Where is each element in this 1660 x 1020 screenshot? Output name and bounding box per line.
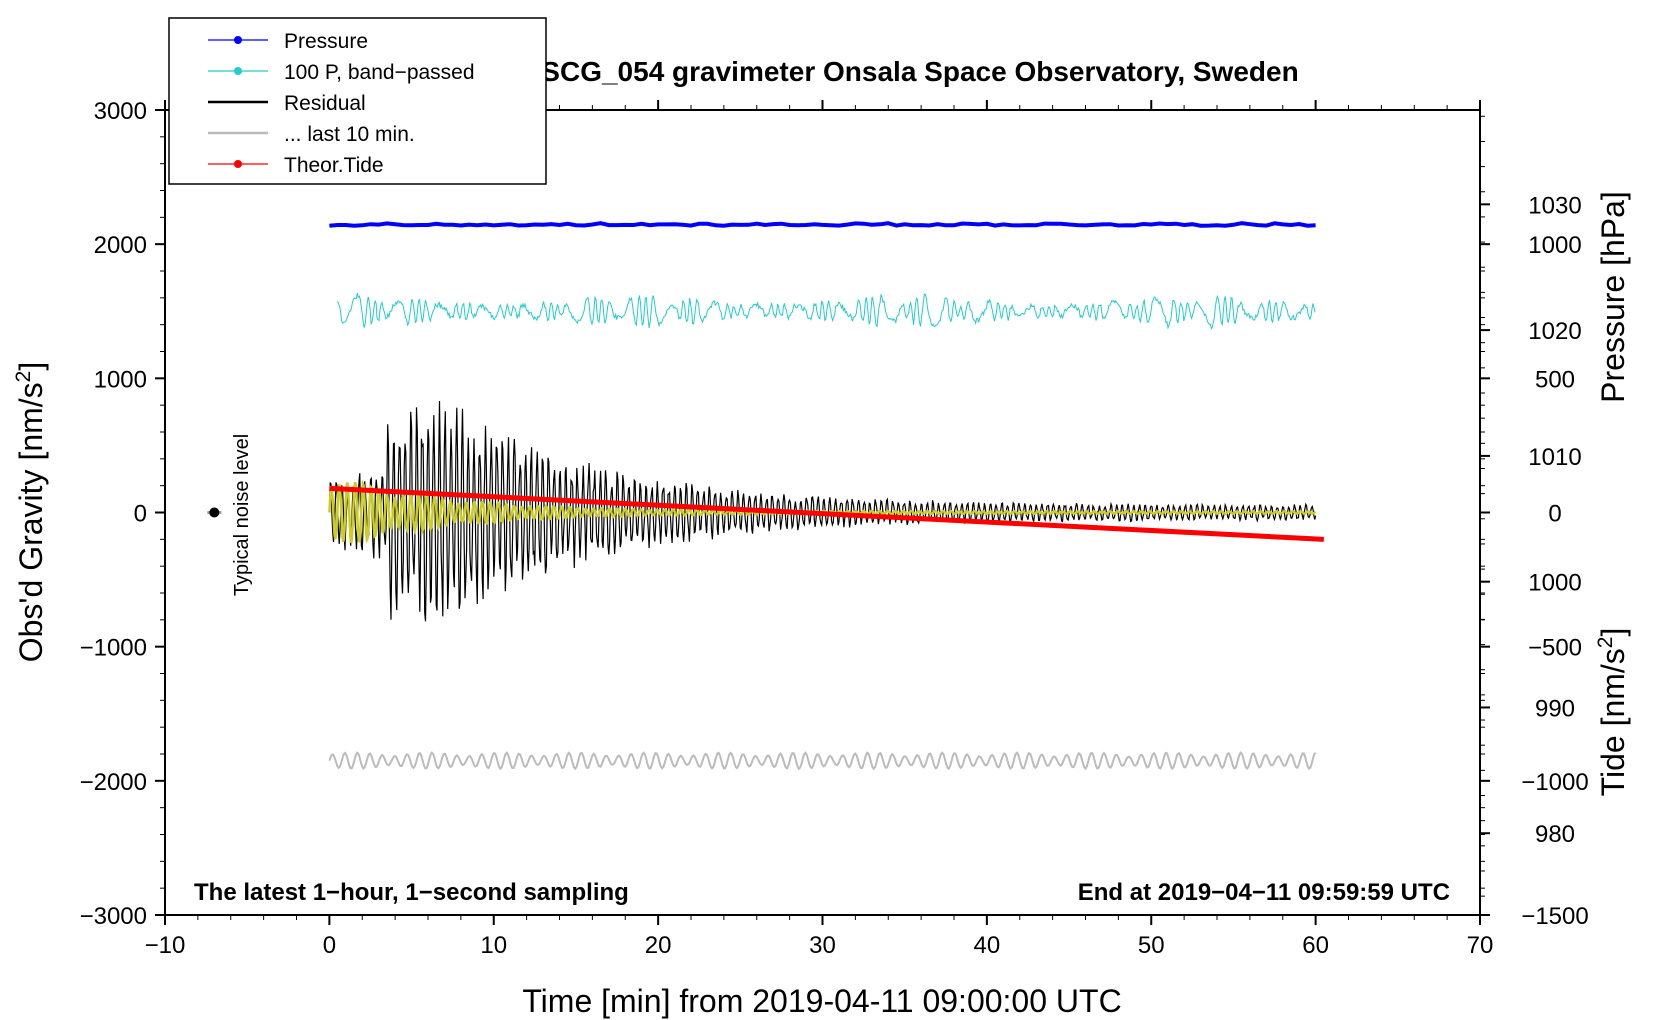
tide-tick-label: −500	[1528, 635, 1582, 662]
pressure-axis-title: Pressure [hPa]	[1595, 191, 1631, 403]
series-layer	[328, 221, 1324, 771]
tide-tick-label: −1000	[1521, 769, 1588, 796]
left-tick-label: −1000	[80, 635, 147, 662]
x-tick-label: 20	[645, 932, 672, 959]
left-tick-label: 0	[134, 501, 147, 528]
axes-layer: −10 0 10 20 30 40 50 60 703000200010000−1000−200…	[80, 98, 1589, 959]
pressure-line	[329, 221, 1316, 228]
legend-label: Residual	[284, 92, 366, 115]
left-axis-title: Obs'd Gravity [nm/s2]	[12, 362, 49, 663]
x-axis-title: Time [min] from 2019-04-11 09:00:00 UTC	[522, 983, 1121, 1019]
left-tick-label: −2000	[80, 769, 147, 796]
x-tick-label: 0	[323, 932, 336, 959]
legend: Pressure 100 P, band−passed Residual ... la…	[168, 17, 547, 185]
tide-tick-label: 500	[1535, 366, 1575, 393]
legend-label: Pressure	[284, 30, 368, 53]
tide-axis-title: Tide [nm/s2]	[1594, 628, 1631, 797]
legend-label: Theor.Tide	[284, 154, 384, 177]
pressure-tick-label: 1030	[1528, 192, 1581, 219]
pressure-tick-label: 1000	[1528, 570, 1581, 597]
chart-title: SCG_054 gravimeter Onsala Space Observat…	[541, 56, 1298, 87]
pressure-tick-label: 990	[1535, 695, 1575, 722]
bottom-left-note: The latest 1−hour, 1−second sampling	[194, 879, 629, 906]
legend-marker	[234, 160, 242, 168]
x-tick-label: 40	[974, 932, 1001, 959]
pressure-tick-label: 1020	[1528, 318, 1581, 345]
pressure-tick-label: 1010	[1528, 444, 1581, 471]
tide-tick-label: −1500	[1521, 903, 1588, 930]
legend-label: 100 P, band−passed	[284, 61, 475, 84]
left-tick-label: 2000	[94, 232, 147, 259]
x-tick-label: 60	[1302, 932, 1329, 959]
tide-tick-label: 0	[1548, 501, 1561, 528]
left-tick-label: 1000	[94, 366, 147, 393]
legend-marker	[234, 67, 242, 75]
x-tick-label: 30	[809, 932, 836, 959]
left-tick-label: −3000	[80, 903, 147, 930]
legend-label: ... last 10 min.	[284, 123, 415, 146]
noise-level-marker	[209, 507, 220, 518]
noise-level-label: Typical noise level	[231, 434, 253, 596]
x-tick-label: −10	[145, 932, 186, 959]
band-passed-pressure-line	[337, 292, 1316, 331]
bottom-right-note: End at 2019−04−11 09:59:59 UTC	[1078, 879, 1450, 906]
pressure-tick-label: 980	[1535, 821, 1575, 848]
last-10-min-line	[328, 751, 1317, 771]
x-tick-label: 70	[1467, 932, 1494, 959]
theoretical-tide-line	[329, 485, 1324, 542]
x-tick-label: 10	[480, 932, 507, 959]
left-tick-label: 3000	[94, 98, 147, 125]
legend-marker	[234, 36, 242, 44]
x-tick-label: 50	[1138, 932, 1165, 959]
tide-tick-label: 1000	[1528, 232, 1581, 259]
